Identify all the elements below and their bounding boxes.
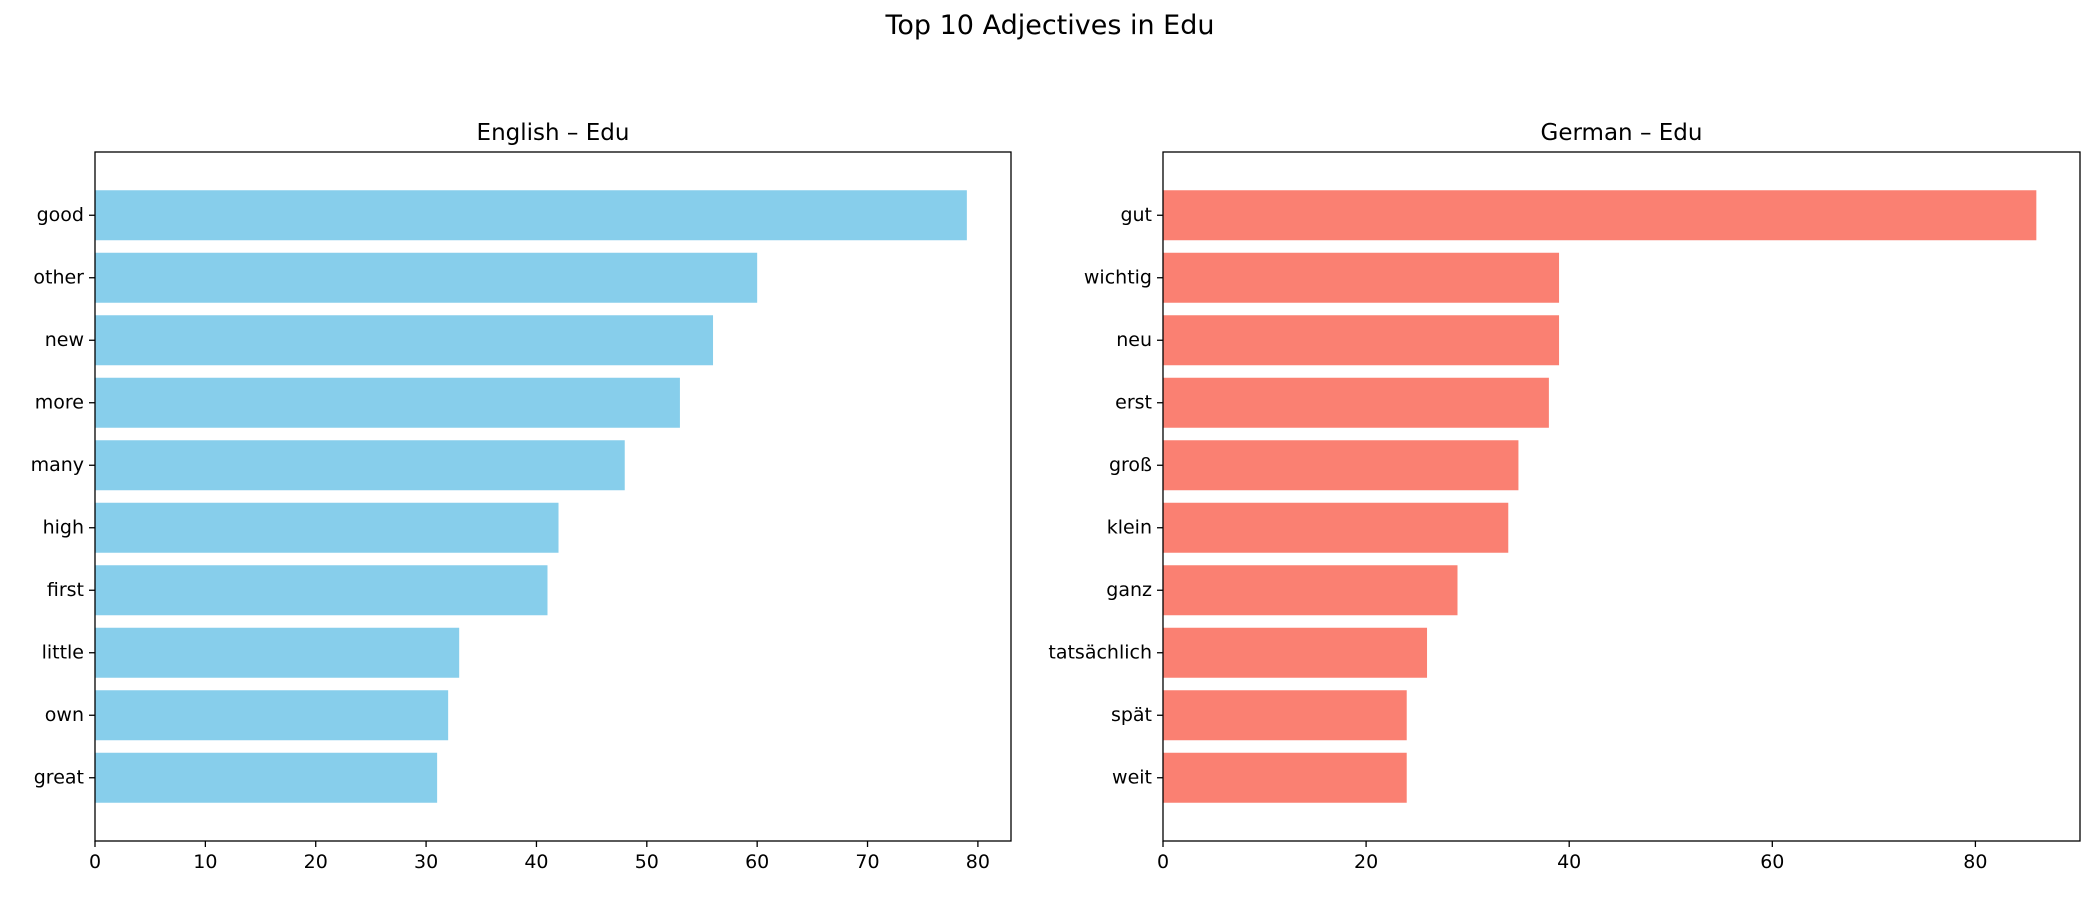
y-tick-label: first [47,579,84,601]
bar [95,315,714,366]
y-tick-label: other [33,266,84,288]
bar [1163,627,1428,678]
x-tick-label: 30 [414,851,438,873]
x-tick-label: 80 [1963,851,1987,873]
y-tick-label: weit [1112,766,1152,788]
x-tick-label: 40 [524,851,548,873]
y-tick-label: gut [1120,204,1152,226]
bar [95,190,967,241]
x-tick-label: 60 [745,851,769,873]
x-tick-label: 70 [855,851,879,873]
x-tick-label: 20 [304,851,328,873]
bar [1163,377,1549,428]
x-tick-label: 0 [89,851,101,873]
bar [1163,690,1407,741]
bar [95,440,625,491]
bar [95,752,438,803]
y-tick-label: good [37,204,84,226]
y-tick-label: new [45,329,84,351]
chart-title: English – Edu [477,120,630,146]
y-tick-label: erst [1115,391,1152,413]
bar [95,252,758,303]
y-tick-label: great [34,766,84,788]
y-tick-label: more [35,391,84,413]
y-tick-label: spät [1111,704,1152,726]
y-tick-label: neu [1116,329,1152,351]
x-tick-label: 40 [1557,851,1581,873]
x-tick-label: 60 [1760,851,1784,873]
y-tick-label: many [31,454,84,476]
bar [95,377,680,428]
bar [1163,190,2037,241]
bar [95,565,548,616]
y-tick-label: high [43,516,84,538]
chart-panel-2: gut wichtig neu erst groß klein ganz tatsächlic… [1048,120,2081,873]
bar [1163,440,1519,491]
figure-title: Top 10 Adjectives in Edu [885,10,1215,41]
y-tick-label: own [45,704,84,726]
y-tick-label: tatsächlich [1048,641,1152,663]
axes-frame [94,151,1012,842]
x-tick-label: 0 [1157,851,1169,873]
bar [1163,565,1458,616]
y-tick-label: klein [1107,516,1152,538]
chart-title: German – Edu [1541,120,1703,146]
bar [95,690,449,741]
x-tick-label: 10 [193,851,217,873]
bar [1163,502,1509,553]
bar [95,627,460,678]
x-tick-label: 50 [635,851,659,873]
bar [95,502,559,553]
y-tick-label: ganz [1106,579,1152,601]
bar [1163,315,1560,366]
chart-panel-1: good other new more many high first little own gr… [31,120,1012,873]
x-tick-label: 20 [1354,851,1378,873]
bar [1163,752,1407,803]
axes-frame [1162,151,2081,842]
y-tick-label: wichtig [1084,266,1152,288]
bar [1163,252,1560,303]
x-tick-label: 80 [966,851,990,873]
y-tick-label: groß [1109,454,1152,476]
y-tick-label: little [42,641,84,663]
